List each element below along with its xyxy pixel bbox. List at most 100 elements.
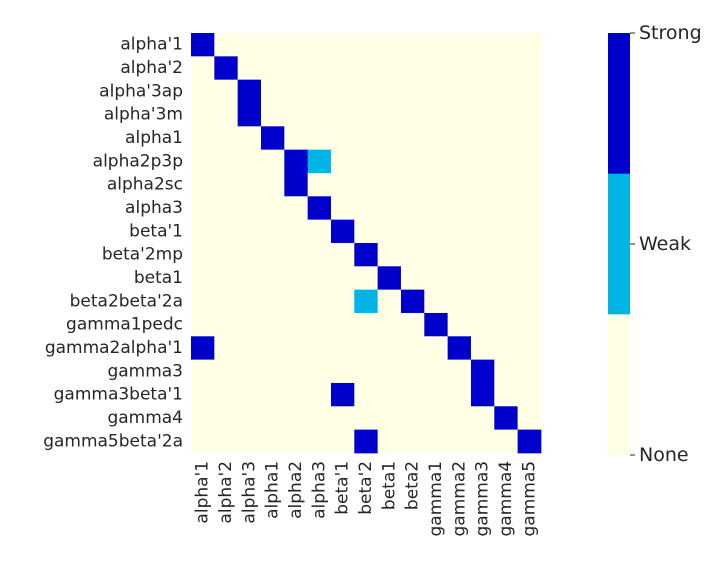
heatmap-cell [400, 382, 425, 407]
heatmap-cell [354, 172, 379, 197]
heatmap-cell [307, 429, 332, 454]
heatmap-cell [470, 33, 495, 57]
heatmap-cell [284, 312, 309, 337]
heatmap-cell [330, 406, 355, 431]
heatmap-cell [260, 56, 285, 81]
heatmap-cell [260, 149, 285, 174]
heatmap-cell [284, 196, 309, 221]
row-tick-label: alpha3 [125, 198, 183, 218]
heatmap-cell [447, 359, 472, 384]
heatmap-cell [260, 196, 285, 221]
heatmap-cell [377, 359, 402, 384]
heatmap-cell [214, 33, 239, 57]
heatmap-cell [260, 359, 285, 384]
heatmap-cell [307, 219, 332, 244]
heatmap-cell [377, 196, 402, 221]
heatmap-cell [330, 33, 355, 57]
heatmap-cell [377, 266, 402, 291]
heatmap-cell [424, 312, 449, 337]
heatmap-cell [307, 79, 332, 104]
colorbar: Strong Weak None [608, 22, 702, 466]
heatmap-cell [494, 126, 519, 151]
row-tick-label: gamma3beta'1 [54, 385, 183, 405]
heatmap-cell [494, 382, 519, 407]
heatmap-cell [354, 126, 379, 151]
column-tick-label: beta1 [379, 461, 399, 510]
heatmap-cell [260, 406, 285, 431]
heatmap-cell [307, 172, 332, 197]
heatmap-cell [237, 289, 262, 314]
heatmap-cell [424, 382, 449, 407]
heatmap-cell [284, 242, 309, 267]
heatmap-cell [447, 172, 472, 197]
heatmap-cell [517, 266, 542, 291]
heatmap-cell [447, 219, 472, 244]
heatmap-cell [260, 242, 285, 267]
heatmap-cell [377, 219, 402, 244]
row-tick-label: gamma5beta'2a [43, 431, 183, 451]
heatmap-cell [284, 429, 309, 454]
heatmap-cell [330, 56, 355, 81]
heatmap-cell [191, 219, 215, 244]
heatmap-cell [330, 219, 355, 244]
heatmap-cell [284, 172, 309, 197]
heatmap-cell [447, 289, 472, 314]
heatmap-cell [307, 359, 332, 384]
heatmap-cell [447, 149, 472, 174]
heatmap-cell [354, 406, 379, 431]
heatmap-cell [214, 196, 239, 221]
heatmap-cell [307, 382, 332, 407]
row-tick-label: alpha1 [125, 128, 183, 148]
heatmap-cell [447, 429, 472, 454]
heatmap-cell [330, 289, 355, 314]
row-tick-label: gamma4 [107, 408, 183, 428]
heatmap-cell [470, 172, 495, 197]
heatmap-cell [377, 79, 402, 104]
heatmap-cell [330, 266, 355, 291]
heatmap-cell [470, 406, 495, 431]
heatmap-cell [400, 149, 425, 174]
heatmap-cell [284, 266, 309, 291]
heatmap-cell [214, 359, 239, 384]
heatmap-cell [494, 33, 519, 57]
row-tick-label: alpha'1 [120, 35, 183, 55]
heatmap-cell [470, 382, 495, 407]
heatmap-cell [400, 359, 425, 384]
heatmap-cell [517, 359, 542, 384]
heatmap-cell [377, 102, 402, 127]
heatmap-cell [377, 126, 402, 151]
heatmap-cell [354, 429, 379, 454]
heatmap-cell [284, 406, 309, 431]
heatmap-cell [260, 33, 285, 57]
row-labels: alpha'1 alpha'2 alpha'3ap alpha'3m alpha1 alp… [43, 35, 183, 452]
heatmap-cell [517, 102, 542, 127]
heatmap-cell [424, 266, 449, 291]
heatmap-cell [377, 429, 402, 454]
heatmap-cell [424, 56, 449, 81]
heatmap-cell [470, 289, 495, 314]
heatmap-cell [214, 289, 239, 314]
heatmap-cell [447, 56, 472, 81]
heatmap-cell [354, 266, 379, 291]
colorbar-tick-label: Strong [639, 22, 702, 44]
column-tick-label: gamma1 [426, 461, 446, 537]
heatmap-cell [260, 382, 285, 407]
heatmap-cell [214, 429, 239, 454]
heatmap-cell [517, 382, 542, 407]
heatmap-cell [470, 102, 495, 127]
heatmap-cell [377, 33, 402, 57]
heatmap-cell [307, 266, 332, 291]
heatmap-cell [447, 196, 472, 221]
heatmap-cell [400, 33, 425, 57]
colorbar-band [608, 33, 630, 175]
heatmap-cell [377, 289, 402, 314]
heatmap-cell [517, 79, 542, 104]
heatmap-cell [330, 336, 355, 361]
heatmap-cell [447, 312, 472, 337]
colorbar-band [608, 173, 630, 315]
heatmap-cell [330, 149, 355, 174]
heatmap-cell [237, 172, 262, 197]
heatmap-cell [424, 196, 449, 221]
heatmap-cell [517, 56, 542, 81]
heatmap-cell [354, 56, 379, 81]
